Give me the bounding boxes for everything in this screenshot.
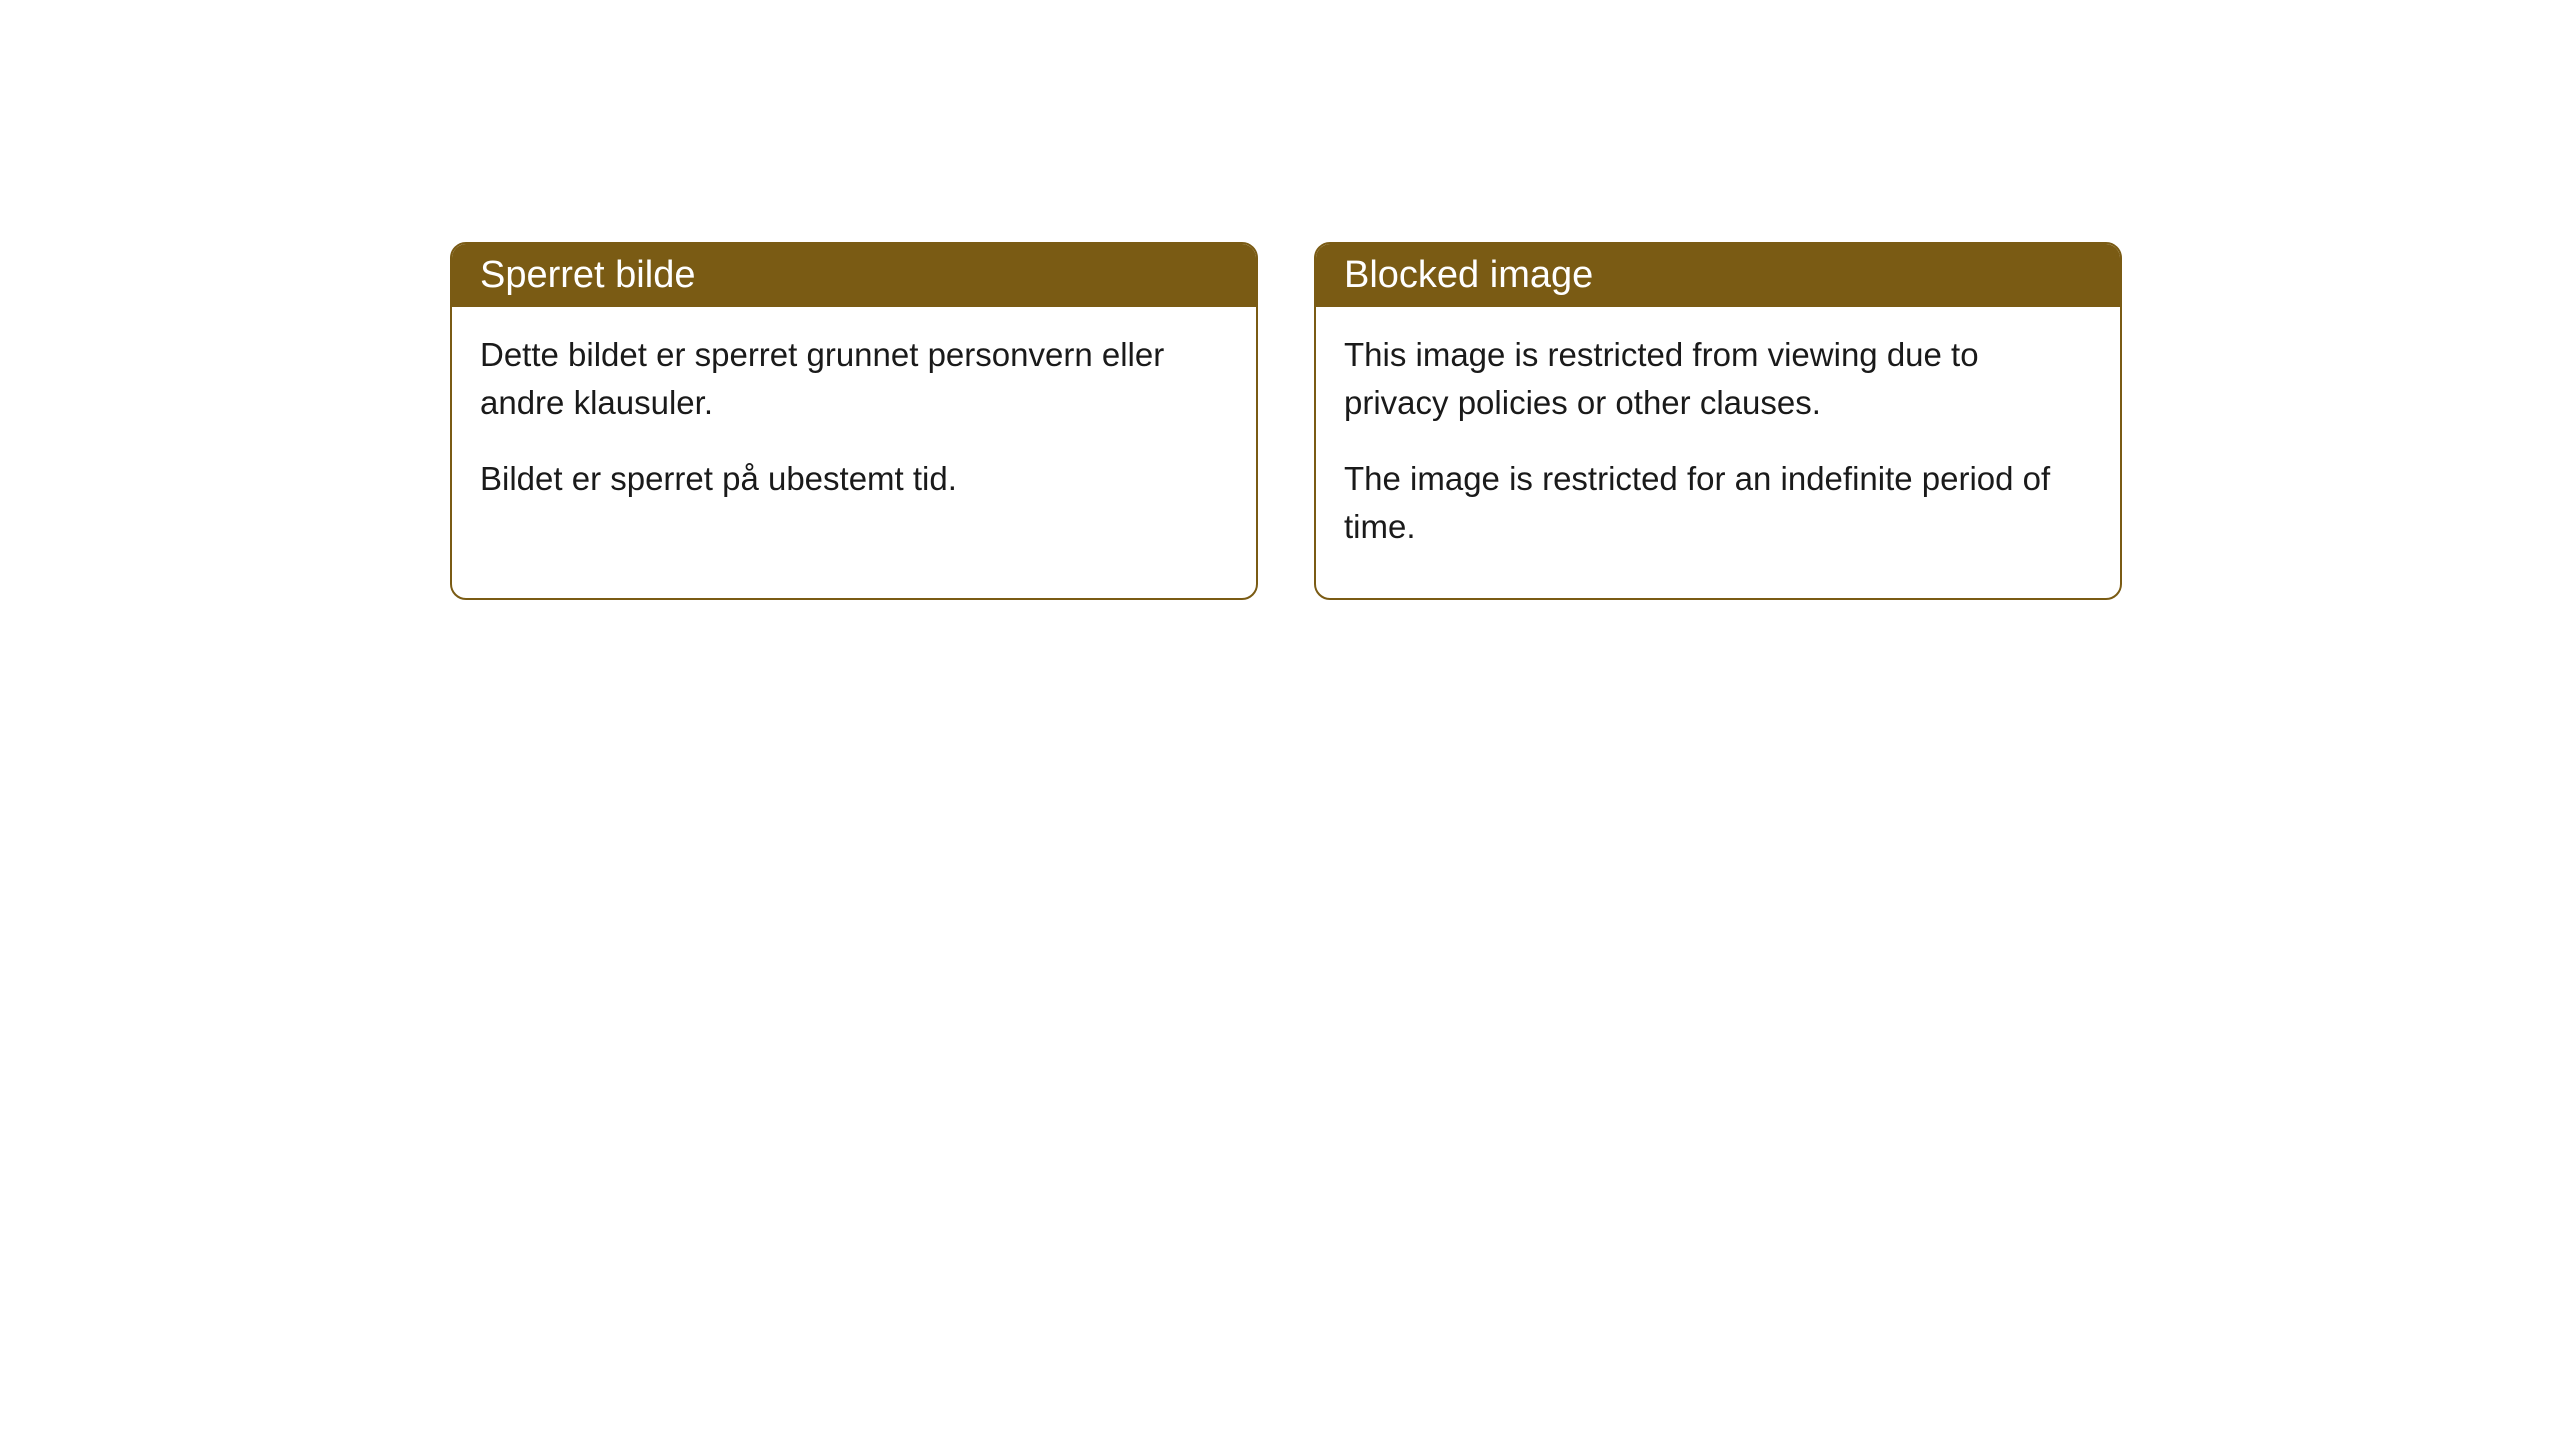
notice-paragraph: Bildet er sperret på ubestemt tid. bbox=[480, 455, 1228, 503]
notice-body: Dette bildet er sperret grunnet personve… bbox=[452, 307, 1256, 551]
notice-header: Sperret bilde bbox=[452, 244, 1256, 307]
notice-title: Sperret bilde bbox=[480, 254, 695, 296]
notice-card-norwegian: Sperret bilde Dette bildet er sperret gr… bbox=[450, 242, 1258, 600]
notice-paragraph: Dette bildet er sperret grunnet personve… bbox=[480, 331, 1228, 427]
notice-card-english: Blocked image This image is restricted f… bbox=[1314, 242, 2122, 600]
notice-title: Blocked image bbox=[1344, 254, 1593, 296]
notice-body: This image is restricted from viewing du… bbox=[1316, 307, 2120, 598]
notice-container: Sperret bilde Dette bildet er sperret gr… bbox=[450, 242, 2122, 600]
notice-paragraph: The image is restricted for an indefinit… bbox=[1344, 455, 2092, 551]
notice-header: Blocked image bbox=[1316, 244, 2120, 307]
notice-paragraph: This image is restricted from viewing du… bbox=[1344, 331, 2092, 427]
